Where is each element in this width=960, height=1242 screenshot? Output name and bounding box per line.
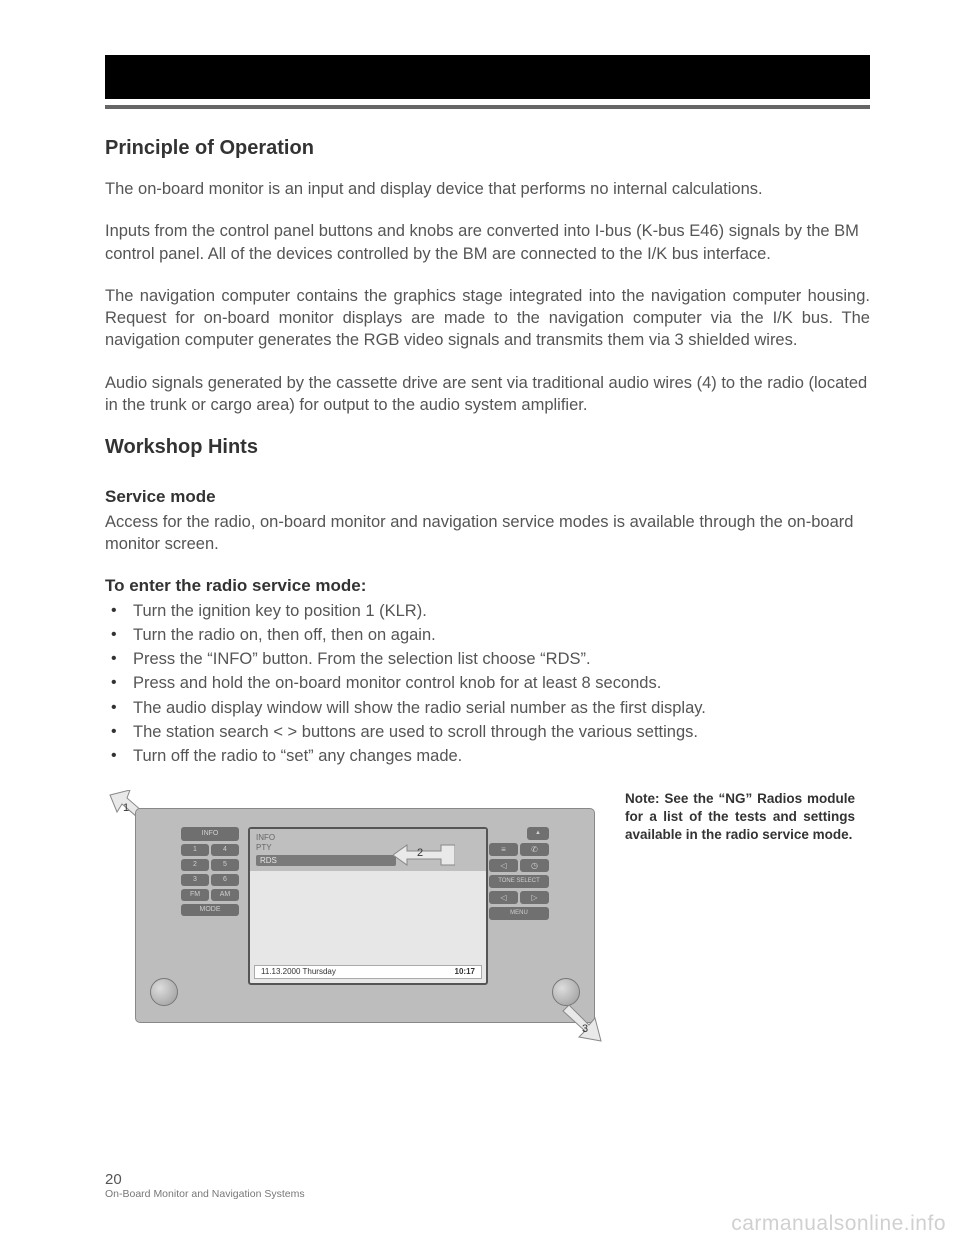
menu-button: MENU: [489, 907, 549, 920]
preset-button: 1: [181, 844, 209, 856]
screen-time: 10:17: [455, 967, 475, 976]
list-item: The station search < > buttons are used …: [105, 721, 870, 743]
subheading-enter-mode: To enter the radio service mode:: [105, 576, 870, 596]
bullet-list: Turn the ignition key to position 1 (KLR…: [105, 600, 870, 768]
left-icon: ◁: [489, 859, 518, 872]
header-rule: [105, 105, 870, 109]
clock-icon: ◷: [520, 859, 549, 872]
right-button-panel: ▲ ≡✆ ◁◷ TONE SELECT ◁▷ MENU: [489, 827, 549, 923]
paragraph: Audio signals generated by the cassette …: [105, 372, 870, 417]
section-workshop: Workshop Hints: [105, 436, 870, 459]
preset-button: 3: [181, 874, 209, 886]
figure-row: 1 INFO 14 25 36 FMAM MODE INFO PTY RDS: [105, 790, 870, 1040]
mode-button: MODE: [181, 904, 239, 916]
callout-arrow-3: [557, 1005, 605, 1049]
list-item: Press the “INFO” button. From the select…: [105, 648, 870, 670]
list-item: Press and hold the on-board monitor cont…: [105, 672, 870, 694]
screen-rds-bar: RDS: [256, 855, 396, 866]
watermark: carmanualsonline.info: [731, 1212, 946, 1236]
left-knob: [150, 978, 178, 1006]
callout-label-2: 2: [417, 847, 423, 859]
list-item: The audio display window will show the r…: [105, 697, 870, 719]
eject-button: ▲: [527, 827, 549, 840]
paragraph: The navigation computer contains the gra…: [105, 285, 870, 352]
list-item: Turn off the radio to “set” any changes …: [105, 745, 870, 767]
info-button: INFO: [181, 827, 239, 841]
bars-icon: ≡: [489, 843, 518, 856]
prev-icon: ◁: [489, 891, 518, 904]
heading-workshop: Workshop Hints: [105, 436, 870, 459]
right-knob: [552, 978, 580, 1006]
list-item: Turn the ignition key to position 1 (KLR…: [105, 600, 870, 622]
list-item: Turn the radio on, then off, then on aga…: [105, 624, 870, 646]
paragraph: The on-board monitor is an input and dis…: [105, 178, 870, 200]
screen-status-bar: 11.13.2000 Thursday 10:17: [254, 965, 482, 979]
preset-button: 4: [211, 844, 239, 856]
heading-principle: Principle of Operation: [105, 137, 870, 160]
figure-note: Note: See the “NG” Radios module for a l…: [625, 790, 855, 845]
preset-button: 2: [181, 859, 209, 871]
paragraph: Access for the radio, on-board monitor a…: [105, 511, 870, 556]
callout-label-3: 3: [582, 1023, 588, 1035]
paragraph: Inputs from the control panel buttons an…: [105, 220, 870, 265]
footer-text: On-Board Monitor and Navigation Systems: [105, 1188, 305, 1200]
device-illustration: INFO 14 25 36 FMAM MODE INFO PTY RDS 11.…: [135, 808, 595, 1023]
page: Principle of Operation The on-board moni…: [0, 0, 960, 1242]
page-number: 20: [105, 1171, 305, 1188]
figure-wrap: 1 INFO 14 25 36 FMAM MODE INFO PTY RDS: [105, 790, 605, 1040]
callout-arrow-2: [393, 842, 455, 868]
page-footer: 20 On-Board Monitor and Navigation Syste…: [105, 1171, 305, 1200]
subheading-service-mode: Service mode: [105, 487, 870, 507]
preset-button: 5: [211, 859, 239, 871]
fm-button: FM: [181, 889, 209, 901]
am-button: AM: [211, 889, 239, 901]
tone-select-button: TONE SELECT: [489, 875, 549, 888]
callout-label-1: 1: [123, 802, 129, 814]
phone-icon: ✆: [520, 843, 549, 856]
preset-button: 6: [211, 874, 239, 886]
next-icon: ▷: [520, 891, 549, 904]
left-button-panel: INFO 14 25 36 FMAM MODE: [181, 827, 239, 919]
screen-date: 11.13.2000 Thursday: [261, 967, 336, 976]
header-black-bar: [105, 55, 870, 99]
